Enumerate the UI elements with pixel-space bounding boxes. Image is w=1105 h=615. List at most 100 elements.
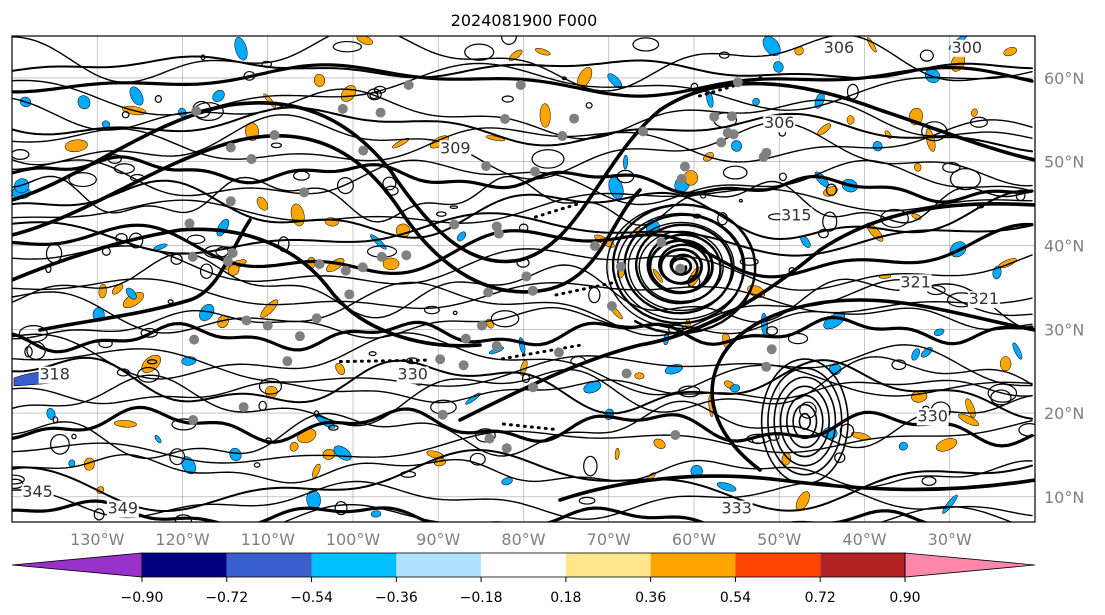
observation-dot: [375, 107, 386, 118]
vorticity-blob: [129, 86, 144, 106]
small-contour: [154, 95, 163, 103]
vorticity-blob: [501, 477, 513, 486]
contour-label: 300: [952, 38, 983, 57]
colorbar-outline: [141, 552, 906, 578]
small-contour: [942, 162, 961, 173]
vorticity-blob: [46, 408, 56, 420]
small-contour: [687, 275, 701, 289]
vorticity-blob: [234, 37, 248, 61]
small-contour: [516, 257, 530, 268]
small-contour: [258, 400, 267, 412]
small-contour: [243, 70, 256, 81]
small-contour: [490, 310, 520, 328]
observation-dot: [676, 173, 687, 184]
observation-dot: [246, 154, 257, 165]
map-area: 300 306 306 309 315 321 321 330 330 318 345 349 333: [11, 35, 1036, 523]
latitude-tick-label: 20°N: [1044, 404, 1084, 423]
contour-label-bg: [899, 274, 932, 292]
small-contour: [115, 232, 128, 244]
observation-dot: [184, 218, 195, 229]
small-contour: [699, 191, 707, 199]
small-contour: [334, 501, 348, 516]
contour-line: [12, 480, 1033, 520]
small-contour: [500, 36, 517, 45]
small-contour: [738, 198, 743, 203]
small-contour: [825, 183, 837, 197]
observation-dot: [262, 320, 273, 331]
observation-dot: [621, 368, 632, 379]
vorticity-blob: [914, 163, 922, 172]
vorticity-blob: [942, 494, 958, 514]
observation-dot: [340, 265, 351, 276]
small-contour: [518, 223, 529, 232]
colorbar-segment: [565, 553, 651, 577]
observation-dot: [238, 402, 249, 413]
small-contour: [921, 476, 937, 486]
observation-dot: [675, 263, 686, 274]
bold-contour-line: [710, 298, 1035, 472]
observation-dot: [225, 142, 236, 153]
vorticity-blob: [935, 438, 958, 452]
small-contour: [171, 418, 197, 431]
cyclone-ring: [670, 257, 693, 276]
contour-label-bg: [822, 39, 855, 57]
contour-line: [12, 88, 1033, 140]
small-contour: [435, 211, 447, 217]
contour-line: [12, 405, 1034, 448]
observation-dot: [241, 315, 252, 326]
small-contour: [400, 470, 417, 478]
observation-dot: [728, 129, 739, 140]
small-contour: [26, 341, 46, 360]
colorbar-segment: [481, 553, 566, 577]
longitude-tick-label: 60°W: [672, 530, 716, 549]
colorbar-tick-label: −0.54: [290, 590, 333, 606]
small-contour: [787, 332, 809, 345]
observation-dot: [679, 161, 690, 172]
small-contour: [475, 428, 496, 443]
latitude-tick-label: 10°N: [1044, 488, 1084, 507]
longitude-tick-label: 80°W: [501, 530, 545, 549]
vorticity-blob: [289, 441, 299, 452]
small-contour: [718, 51, 730, 59]
observation-dot: [227, 247, 238, 258]
small-contour: [632, 37, 660, 52]
small-contour: [891, 359, 907, 371]
small-contour: [469, 452, 486, 466]
contour-label-bg: [950, 39, 983, 57]
vorticity-blob: [706, 91, 714, 108]
vorticity-blob: [911, 348, 920, 361]
small-contour: [452, 310, 458, 316]
colorbar-under-extend: [11, 552, 143, 578]
small-contour: [578, 496, 596, 505]
colorbar-segment: [820, 553, 905, 577]
small-contour: [531, 149, 565, 169]
contour-label: 330: [397, 365, 428, 384]
small-contour: [834, 452, 846, 464]
observation-dot: [589, 241, 600, 252]
small-contour: [717, 212, 729, 226]
longitude-tick-labels: 130°W 120°W 110°W 100°W 90°W 80°W 70°W 60°W 50°W…: [70, 530, 972, 549]
small-contour: [788, 267, 796, 274]
vorticity-blob: [113, 420, 137, 428]
gyre-ring: [792, 403, 818, 440]
vorticity-blob: [970, 108, 978, 117]
observation-dot: [401, 250, 412, 261]
vorticity-blob: [456, 231, 467, 242]
observation-dot: [606, 301, 617, 312]
contour-label: 306: [764, 113, 795, 132]
longitude-tick-label: 130°W: [70, 530, 125, 549]
bold-contour-line: [12, 133, 642, 294]
small-contour: [739, 257, 759, 266]
small-contour: [199, 263, 213, 279]
contour-label: 321: [900, 272, 931, 291]
contour-labels: 300 306 306 309 315 321 321 330 330 318 345 349 333: [21, 38, 1000, 518]
colorbar-segment: [396, 553, 482, 577]
contour-line: [12, 155, 1034, 204]
small-contour: [668, 323, 684, 335]
colorbar-tick-label: −0.72: [205, 590, 248, 606]
vorticity-blob: [846, 115, 855, 125]
observation-dot: [458, 360, 469, 371]
observation-dot: [225, 196, 236, 207]
contour-line: [12, 36, 1033, 92]
